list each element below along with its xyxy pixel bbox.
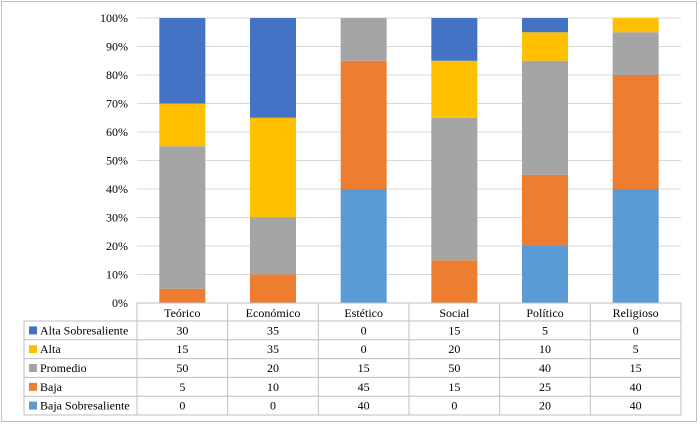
data-value: 15 (630, 361, 642, 375)
bar-segment (522, 32, 568, 61)
data-value: 0 (361, 323, 367, 337)
x-category-label: Religioso (613, 306, 659, 320)
bar-segment (340, 189, 387, 303)
data-value: 50 (176, 361, 188, 375)
bar-segment (431, 18, 478, 61)
data-value: 5 (633, 342, 639, 356)
bar-segment (340, 18, 387, 61)
y-tick-label: 70% (106, 97, 128, 111)
y-tick-label: 0% (112, 296, 128, 310)
legend-key (29, 364, 37, 372)
data-value: 0 (451, 399, 457, 413)
bar-segment (612, 32, 659, 75)
legend-label: Baja Sobresaliente (40, 399, 130, 413)
gridlines (137, 17, 681, 275)
data-value: 15 (176, 342, 188, 356)
data-value: 15 (358, 361, 370, 375)
y-tick-label: 20% (106, 239, 128, 253)
data-value: 40 (630, 399, 642, 413)
bar-segment (612, 189, 659, 303)
legend-key (29, 401, 37, 410)
bar-segment (250, 117, 296, 218)
legend-label: Alta (40, 342, 61, 356)
bar-segment (159, 103, 206, 147)
x-category-label: Teórico (164, 306, 200, 320)
bar-segment (612, 75, 659, 189)
data-value: 15 (448, 323, 460, 337)
y-axis: 0% 10% 20% 30% 40% 50% 60% 70% 80% 90% 100% (100, 11, 128, 310)
bar-segment (250, 217, 296, 275)
data-value: 50 (448, 361, 460, 375)
data-value: 40 (539, 361, 551, 375)
x-category-label: Político (526, 306, 563, 320)
data-value: 5 (179, 380, 185, 394)
data-value: 20 (539, 399, 551, 413)
bar-segment (612, 18, 659, 33)
data-value: 25 (539, 380, 551, 394)
data-value: 10 (267, 380, 279, 394)
bars (159, 18, 659, 303)
bar-segment (522, 18, 568, 33)
bar-segment (250, 274, 296, 303)
y-tick-label: 30% (106, 211, 128, 225)
y-tick-label: 100% (100, 11, 128, 25)
legend-key (29, 326, 37, 335)
bar-segment (522, 174, 568, 246)
bar-segment (522, 246, 568, 303)
data-value: 45 (358, 380, 370, 394)
data-value: 5 (542, 323, 548, 337)
data-value: 0 (361, 342, 367, 356)
data-value: 30 (176, 323, 188, 337)
bar-segment (159, 146, 206, 289)
data-value: 20 (448, 342, 460, 356)
y-tick-label: 80% (106, 68, 128, 82)
data-value: 10 (539, 342, 551, 356)
data-value: 0 (633, 323, 639, 337)
data-value: 40 (630, 380, 642, 394)
data-value: 35 (267, 342, 279, 356)
y-tick-label: 50% (106, 154, 128, 168)
y-tick-label: 40% (106, 182, 128, 196)
y-tick-label: 90% (106, 40, 128, 54)
data-value: 15 (448, 380, 460, 394)
data-value: 40 (358, 399, 370, 413)
bar-segment (250, 18, 296, 118)
x-category-label: Social (439, 306, 470, 320)
legend-key (29, 382, 37, 391)
data-value: 0 (270, 399, 276, 413)
bar-segment (431, 117, 478, 261)
legend-label: Promedio (40, 361, 87, 375)
legend-label: Baja (40, 380, 63, 394)
bar-segment (431, 260, 478, 303)
data-table: Teórico Económico Estético Social Político Re… (23, 302, 682, 416)
legend-key (29, 345, 37, 354)
data-value: 0 (179, 399, 185, 413)
data-value: 35 (267, 323, 279, 337)
bar-segment (340, 60, 387, 189)
bar-segment (431, 60, 478, 118)
y-tick-label: 10% (106, 268, 128, 282)
bar-segment (159, 18, 206, 104)
x-category-label: Económico (246, 306, 301, 320)
x-category-label: Estético (344, 306, 383, 320)
bar-segment (522, 60, 568, 175)
bar-segment (159, 288, 206, 303)
data-value: 20 (267, 361, 279, 375)
y-tick-label: 60% (106, 125, 128, 139)
legend-label: Alta Sobresaliente (40, 323, 128, 337)
